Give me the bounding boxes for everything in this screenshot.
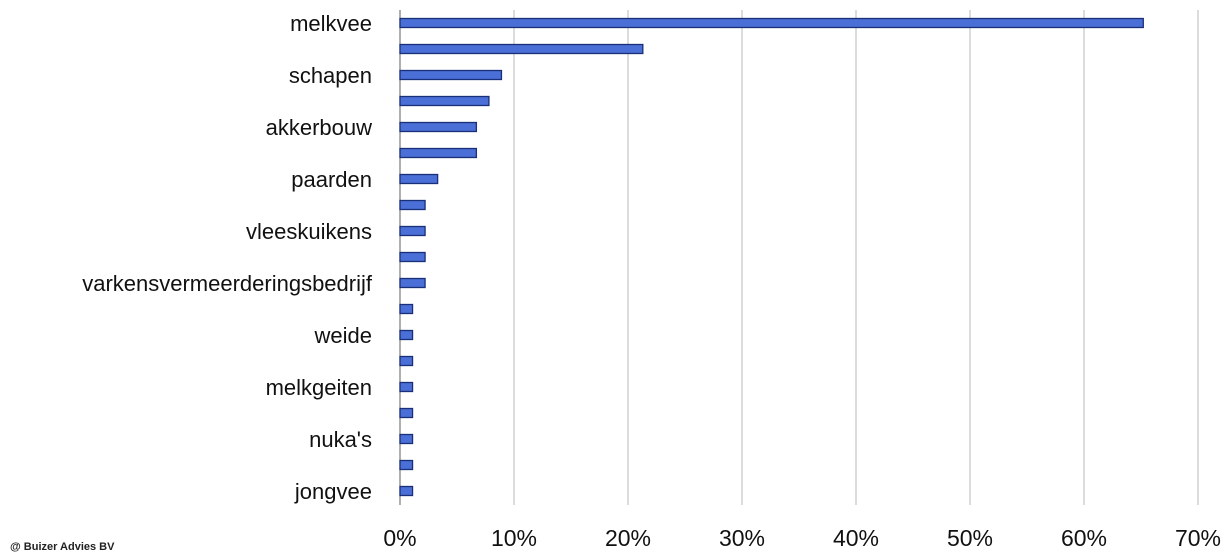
- category-label: jongvee: [294, 479, 372, 504]
- category-label: schapen: [289, 63, 372, 88]
- bar: [399, 199, 426, 211]
- bar: [399, 173, 439, 185]
- bar: [399, 225, 426, 237]
- x-tick-label: 70%: [1175, 525, 1221, 551]
- gridlines: [399, 10, 1199, 505]
- bar: [399, 407, 414, 419]
- category-label: akkerbouw: [266, 115, 373, 140]
- category-label: paarden: [291, 167, 372, 192]
- bar: [399, 121, 478, 133]
- bar: [399, 95, 490, 107]
- x-tick-label: 0%: [383, 525, 416, 551]
- bar: [399, 251, 426, 263]
- category-label: nuka's: [309, 427, 372, 452]
- bar: [399, 355, 414, 367]
- category-label: melkvee: [290, 11, 372, 36]
- bar: [399, 381, 414, 393]
- x-tick-label: 60%: [1061, 525, 1107, 551]
- x-tick-label: 20%: [605, 525, 651, 551]
- category-labels: melkvee schapen akkerbouw paarden vleeskuike…: [82, 11, 373, 504]
- bar: [399, 433, 414, 445]
- x-tick-label: 10%: [491, 525, 537, 551]
- x-tick-labels: 0% 10% 20% 30% 40% 50% 60% 70%: [383, 525, 1221, 551]
- bar: [399, 147, 478, 159]
- bar: [399, 485, 414, 497]
- x-tick-label: 40%: [833, 525, 879, 551]
- bar: [399, 277, 426, 289]
- category-label: weide: [314, 323, 372, 348]
- category-label: vleeskuikens: [246, 219, 372, 244]
- category-label: varkensvermeerderingsbedrijf: [82, 271, 373, 296]
- bar: [399, 43, 644, 55]
- category-label: melkgeiten: [266, 375, 372, 400]
- bar: [399, 459, 414, 471]
- x-tick-label: 30%: [719, 525, 765, 551]
- bar: [399, 17, 1144, 29]
- bar: [399, 303, 414, 315]
- bar: [399, 329, 414, 341]
- bars: [399, 17, 1144, 497]
- bar: [399, 69, 503, 81]
- x-tick-label: 50%: [947, 525, 993, 551]
- credit-text: @ Buizer Advies BV: [10, 541, 115, 553]
